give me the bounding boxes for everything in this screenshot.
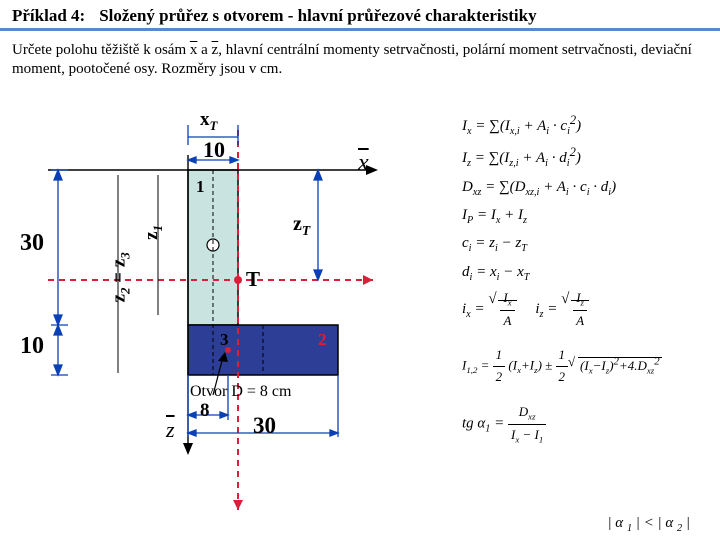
lbl-8: 8: [200, 400, 210, 422]
lbl-30l: 30: [20, 230, 44, 257]
eq-di: di = xi − xT: [462, 260, 712, 286]
diagram: xT 10 x z1 z2 = z3 30 10 1 2 3 zT T Otvo…: [18, 115, 388, 515]
arrow-zbar: [183, 443, 193, 455]
eq-ixiz: ix = IxA iz = IzA: [462, 288, 712, 332]
arrow-xt: [363, 275, 373, 285]
lbl-z23: z2 = z3: [109, 252, 134, 302]
eq-Dxz: Dxz = ∑(Dxz,i + Ai · ci · di): [462, 175, 712, 201]
lbl-T: T: [246, 267, 260, 292]
eq-Iz: Iz = ∑(Iz,i + Ai · di2): [462, 142, 712, 172]
dim-left10: [51, 325, 68, 375]
task-between: a: [197, 42, 211, 58]
arrow-zt: [233, 500, 243, 510]
lbl-10l: 10: [20, 333, 44, 360]
eq-Ip: IP = Ix + Iz: [462, 203, 712, 229]
eq-last: | α 1 | < | α 2 |: [607, 515, 690, 534]
eq-tga: tg α1 = DxzIx − I1: [462, 402, 712, 446]
lbl-zbar: z: [166, 417, 175, 443]
example-label: Příklad 4:: [12, 6, 85, 26]
lbl-s2: 2: [318, 330, 327, 350]
lbl-xt: xT: [200, 109, 217, 134]
lbl-s1: 1: [196, 177, 205, 197]
header: Příklad 4: Složený průřez s otvorem - hl…: [0, 0, 720, 31]
lbl-hole: Otvor D = 8 cm: [190, 383, 291, 401]
lbl-z1: z1: [141, 225, 166, 240]
lbl-xaxis: x: [358, 150, 369, 177]
task-text: Určete polohu těžiště k osám x a z, hlav…: [0, 31, 720, 79]
eq-ci: ci = zi − zT: [462, 231, 712, 257]
equations: Ix = ∑(Ix,i + Ai · ci2) Iz = ∑(Iz,i + Ai…: [462, 110, 712, 448]
task-prefix: Určete polohu těžiště k osám: [12, 42, 190, 58]
lbl-s3: 3: [220, 330, 229, 350]
dim-left30: [51, 170, 68, 325]
lbl-10top: 10: [203, 137, 225, 163]
eq-Ix: Ix = ∑(Ix,i + Ai · ci2): [462, 110, 712, 140]
eq-I12: I1,2 = 12 (Ix+Iz) ± 12(Ix−Iz)2+4.Dxz2: [462, 345, 712, 388]
lbl-30b: 30: [253, 413, 276, 439]
dim-zt: [314, 170, 322, 280]
lbl-zt: zT: [293, 213, 310, 239]
diagram-svg: [18, 115, 388, 515]
header-title: Složený průřez s otvorem - hlavní průřez…: [99, 6, 536, 26]
